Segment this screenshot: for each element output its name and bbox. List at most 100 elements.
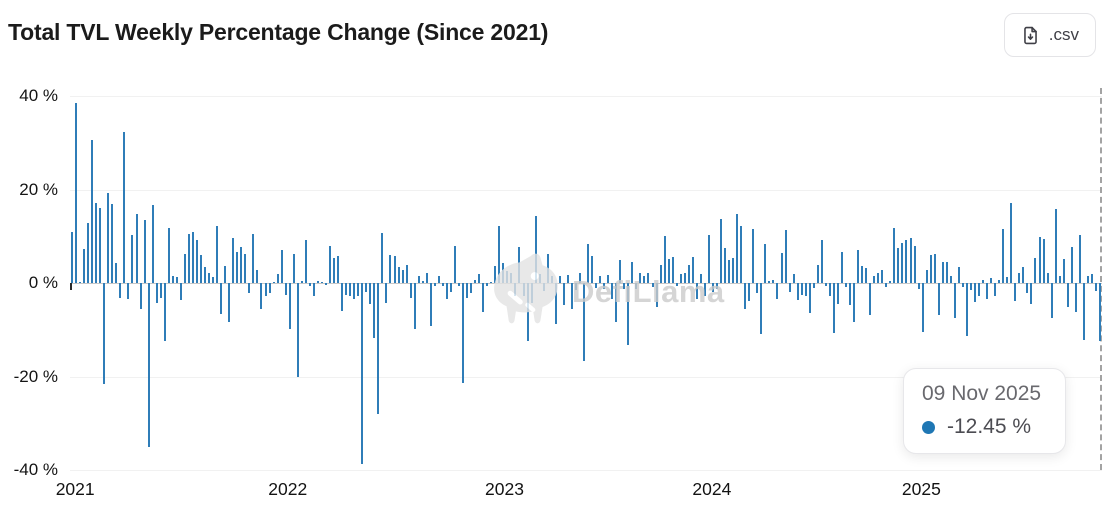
bar[interactable] [949, 276, 952, 283]
bar[interactable] [240, 247, 243, 283]
bar[interactable] [587, 243, 589, 283]
bar[interactable] [611, 283, 614, 300]
bar[interactable] [945, 262, 948, 283]
bar[interactable] [740, 226, 743, 283]
bar[interactable] [224, 265, 227, 283]
bar[interactable] [861, 266, 864, 283]
bar[interactable] [679, 273, 682, 283]
bar[interactable] [353, 283, 356, 300]
bar[interactable] [901, 242, 904, 283]
bar[interactable] [897, 248, 900, 283]
bar[interactable] [494, 266, 497, 283]
bar[interactable] [87, 223, 90, 283]
bar[interactable] [655, 283, 658, 307]
bar[interactable] [75, 103, 78, 283]
bar[interactable] [292, 253, 295, 283]
bar[interactable] [449, 283, 452, 293]
bar[interactable] [272, 281, 275, 283]
bar[interactable] [913, 246, 916, 283]
bar[interactable] [1042, 238, 1045, 283]
bar[interactable] [748, 283, 751, 302]
bar[interactable] [756, 283, 759, 294]
bar[interactable] [1058, 276, 1061, 283]
bar[interactable] [228, 283, 231, 322]
bar[interactable] [324, 283, 327, 285]
bar[interactable] [437, 276, 440, 283]
bar[interactable] [631, 261, 634, 283]
bar[interactable] [764, 244, 767, 283]
bar[interactable] [905, 239, 908, 283]
bar[interactable] [881, 270, 884, 283]
bar[interactable] [312, 283, 315, 297]
bar[interactable] [820, 239, 823, 283]
bar[interactable] [232, 237, 235, 283]
bar[interactable] [768, 281, 771, 283]
bar[interactable] [470, 283, 473, 294]
bar[interactable] [788, 283, 791, 293]
bar[interactable] [941, 261, 944, 283]
bar[interactable] [377, 283, 380, 414]
bar[interactable] [79, 281, 82, 283]
bar[interactable] [772, 279, 775, 283]
bar[interactable] [119, 283, 122, 298]
bar[interactable] [1082, 283, 1085, 340]
bar[interactable] [836, 283, 839, 304]
bar[interactable] [83, 249, 86, 283]
bar[interactable] [236, 251, 239, 283]
bar[interactable] [171, 276, 174, 283]
bar[interactable] [732, 258, 735, 283]
bar[interactable] [1070, 247, 1073, 283]
bar[interactable] [853, 283, 856, 322]
bar[interactable] [208, 272, 211, 283]
bar[interactable] [591, 255, 594, 283]
bar[interactable] [1046, 272, 1049, 283]
bar[interactable] [538, 273, 541, 283]
bar[interactable] [147, 283, 150, 447]
bar[interactable] [264, 283, 267, 297]
bar[interactable] [421, 281, 424, 283]
bar[interactable] [570, 283, 573, 310]
bar[interactable] [1034, 258, 1037, 283]
bar[interactable] [534, 215, 537, 283]
bar[interactable] [175, 276, 178, 283]
bar[interactable] [127, 283, 130, 299]
bar[interactable] [1094, 283, 1097, 292]
bar[interactable] [486, 283, 489, 286]
bar[interactable] [687, 264, 690, 283]
bar[interactable] [974, 283, 976, 303]
bar[interactable] [373, 283, 376, 339]
bar[interactable] [554, 283, 557, 325]
bar[interactable] [522, 283, 525, 297]
bar[interactable] [720, 218, 723, 283]
bar[interactable] [1090, 273, 1093, 283]
bar[interactable] [200, 254, 202, 283]
bar[interactable] [1062, 259, 1065, 283]
bar[interactable] [675, 283, 678, 287]
bar[interactable] [216, 226, 219, 283]
bar[interactable] [812, 283, 815, 289]
bar[interactable] [1098, 283, 1101, 342]
bar[interactable] [349, 283, 352, 297]
bar[interactable] [780, 252, 783, 283]
bar[interactable] [466, 283, 469, 298]
bar[interactable] [304, 239, 307, 283]
bar[interactable] [623, 283, 626, 290]
bar[interactable] [978, 283, 981, 296]
bar[interactable] [107, 192, 110, 283]
bar[interactable] [1050, 283, 1053, 318]
bar[interactable] [1030, 283, 1033, 304]
bar[interactable] [796, 283, 799, 300]
bar[interactable] [1018, 272, 1021, 283]
bar[interactable] [482, 283, 485, 313]
bar[interactable] [187, 233, 190, 283]
bar[interactable] [603, 283, 606, 290]
bar[interactable] [893, 227, 896, 283]
bar[interactable] [566, 274, 569, 283]
bar[interactable] [558, 276, 561, 283]
bar[interactable] [220, 283, 223, 315]
bar[interactable] [595, 283, 598, 288]
bar[interactable] [857, 250, 860, 283]
bar[interactable] [1054, 209, 1057, 283]
bar[interactable] [728, 260, 731, 283]
bar[interactable] [1078, 235, 1081, 283]
